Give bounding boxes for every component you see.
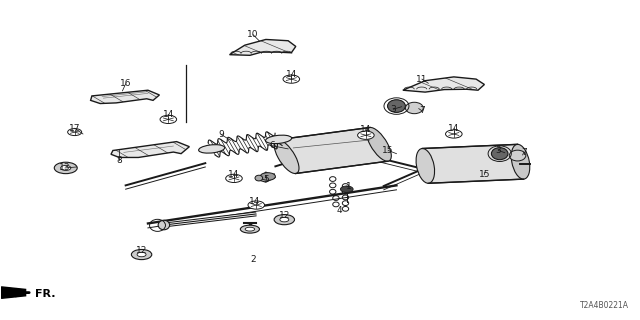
Text: 8: 8 — [116, 156, 122, 164]
Text: 13: 13 — [60, 164, 71, 172]
Text: 7: 7 — [521, 148, 527, 156]
Circle shape — [226, 174, 243, 182]
Text: 5: 5 — [263, 174, 269, 184]
Text: 6: 6 — [269, 141, 275, 150]
Ellipse shape — [274, 140, 299, 173]
Ellipse shape — [388, 100, 405, 112]
Text: 11: 11 — [416, 75, 428, 84]
Ellipse shape — [367, 127, 391, 161]
Text: 12: 12 — [279, 211, 291, 220]
Ellipse shape — [509, 150, 526, 161]
Polygon shape — [278, 127, 388, 173]
Circle shape — [248, 201, 264, 209]
Circle shape — [54, 162, 77, 174]
Text: 15: 15 — [383, 146, 394, 155]
Circle shape — [260, 173, 275, 180]
Text: 14: 14 — [250, 197, 260, 206]
Text: 9: 9 — [218, 130, 224, 139]
Polygon shape — [422, 144, 524, 183]
Polygon shape — [111, 142, 189, 157]
Circle shape — [131, 250, 152, 260]
Text: 14: 14 — [163, 109, 174, 118]
Circle shape — [283, 75, 300, 83]
Circle shape — [160, 115, 177, 124]
Text: FR.: FR. — [35, 289, 56, 299]
Circle shape — [445, 130, 462, 138]
Text: 17: 17 — [69, 124, 81, 133]
Text: 16: 16 — [120, 79, 131, 88]
Circle shape — [358, 131, 374, 140]
Text: T2A4B0221A: T2A4B0221A — [580, 301, 629, 310]
Polygon shape — [403, 77, 484, 92]
Circle shape — [340, 186, 353, 192]
Text: 10: 10 — [247, 30, 259, 39]
Text: 14: 14 — [360, 125, 372, 134]
Text: 14: 14 — [448, 124, 460, 133]
Text: 14: 14 — [285, 70, 297, 79]
Text: 15: 15 — [479, 170, 490, 179]
Ellipse shape — [416, 148, 435, 183]
Circle shape — [280, 217, 289, 222]
Ellipse shape — [198, 145, 225, 153]
Text: 12: 12 — [136, 246, 147, 255]
Circle shape — [61, 165, 71, 171]
Text: 4: 4 — [336, 206, 342, 215]
Ellipse shape — [405, 102, 423, 114]
Text: 1: 1 — [346, 182, 351, 191]
Polygon shape — [230, 39, 296, 55]
Ellipse shape — [158, 220, 170, 230]
Text: 2: 2 — [250, 255, 256, 264]
Text: 14: 14 — [228, 170, 239, 179]
Circle shape — [137, 252, 146, 257]
Ellipse shape — [255, 175, 262, 181]
Ellipse shape — [266, 135, 292, 144]
Ellipse shape — [245, 227, 255, 231]
Polygon shape — [91, 90, 159, 104]
Ellipse shape — [241, 225, 259, 233]
Polygon shape — [1, 287, 26, 298]
Text: 3: 3 — [390, 105, 396, 114]
Ellipse shape — [511, 144, 530, 179]
Polygon shape — [257, 172, 275, 182]
Ellipse shape — [492, 148, 508, 160]
Circle shape — [68, 129, 82, 136]
Text: 3: 3 — [495, 146, 501, 155]
Circle shape — [274, 215, 294, 225]
Text: 7: 7 — [419, 106, 425, 115]
